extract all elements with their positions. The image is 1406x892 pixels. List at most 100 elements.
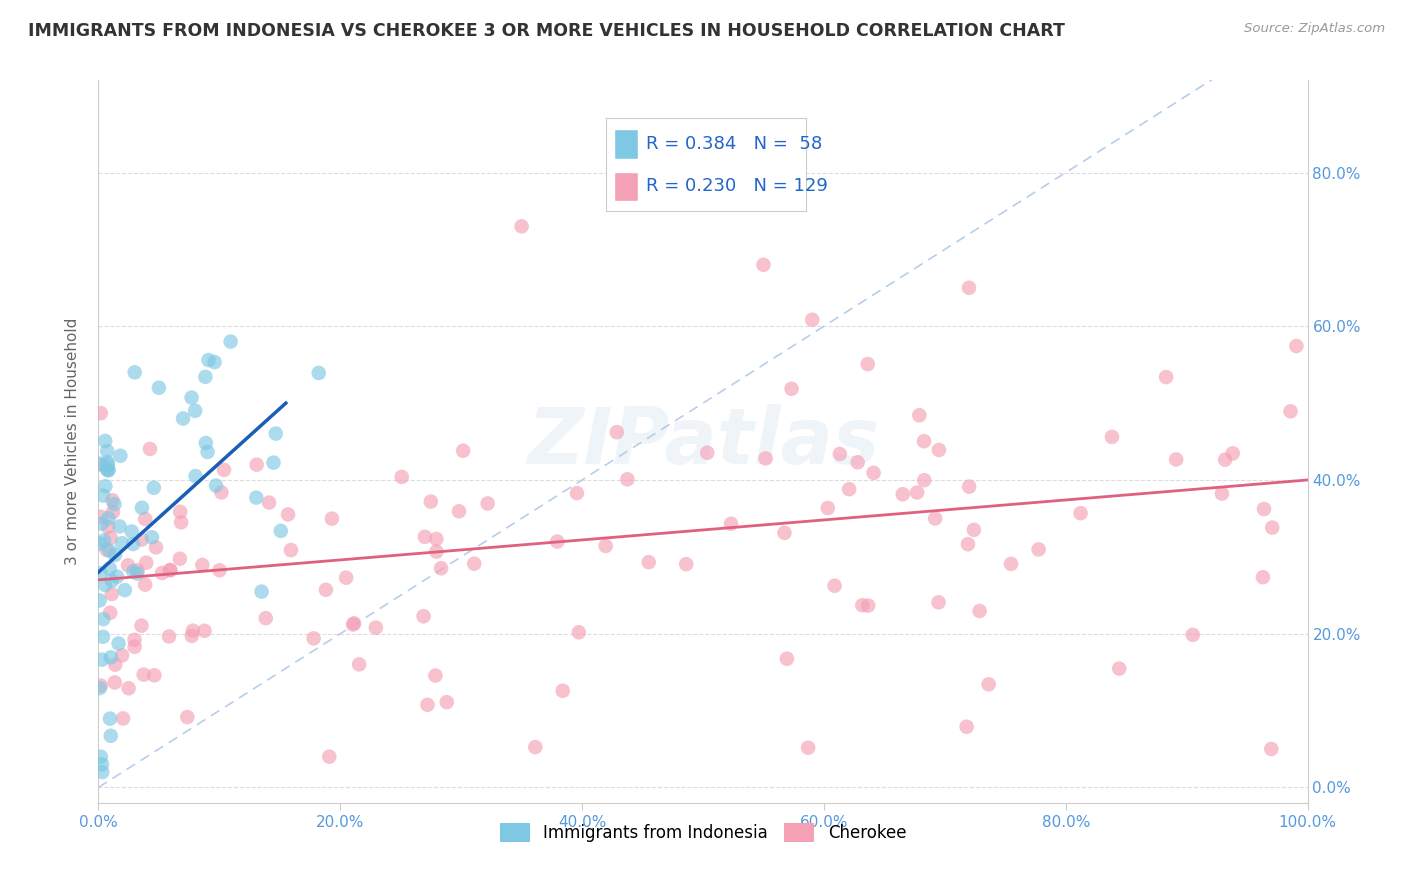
Point [1253, 502, 1275, 516]
Point [93, 612, 115, 626]
Point [97, 463, 120, 477]
Point [141, 530, 163, 544]
Point [447, 504, 470, 518]
Point [131, 533, 153, 547]
Point [89, 566, 111, 581]
Point [134, 512, 156, 526]
Point [321, 511, 343, 525]
Point [135, 556, 157, 570]
Point [254, 611, 277, 625]
Point [131, 500, 153, 515]
Point [212, 463, 235, 477]
Point [90, 749, 112, 764]
Point [246, 458, 269, 472]
Point [755, 451, 778, 466]
Point [752, 258, 775, 272]
Point [1181, 628, 1204, 642]
Point [797, 740, 820, 755]
Point [104, 675, 127, 690]
Point [100, 574, 122, 588]
Point [856, 599, 879, 613]
Point [98, 561, 121, 575]
Point [100, 650, 122, 665]
Point [851, 599, 873, 613]
Point [318, 749, 340, 764]
Point [89, 536, 111, 550]
Point [817, 500, 839, 515]
Point [1285, 339, 1308, 353]
Point [801, 312, 824, 326]
Point [436, 695, 458, 709]
Point [977, 677, 1000, 691]
Point [419, 494, 441, 508]
Point [96, 444, 118, 458]
Point [176, 710, 198, 724]
Text: R = 0.384   N =  58: R = 0.384 N = 58 [647, 135, 823, 153]
Point [124, 640, 146, 654]
Point [928, 595, 950, 609]
Point [197, 353, 219, 368]
Point [91, 630, 114, 644]
Point [780, 382, 803, 396]
Point [101, 493, 124, 508]
Point [308, 366, 330, 380]
Point [124, 365, 146, 379]
Point [91, 765, 114, 780]
Point [97, 462, 120, 476]
Point [94, 578, 117, 592]
Point [209, 485, 232, 500]
Point [112, 711, 135, 725]
Point [956, 537, 979, 551]
Point [108, 519, 131, 533]
Point [90, 679, 112, 693]
Point [477, 496, 499, 510]
Point [93, 533, 115, 548]
Point [908, 409, 931, 423]
Point [194, 369, 217, 384]
Point [912, 434, 935, 449]
Point [131, 618, 153, 632]
Point [412, 609, 434, 624]
Point [101, 587, 124, 601]
Point [720, 516, 742, 531]
Point [451, 443, 474, 458]
Point [413, 530, 436, 544]
Point [89, 593, 111, 607]
Point [1166, 452, 1188, 467]
Point [96, 543, 118, 558]
Text: ZIPatlas: ZIPatlas [527, 403, 879, 480]
Point [568, 625, 591, 640]
Point [97, 511, 120, 525]
Point [193, 624, 215, 638]
Point [263, 456, 285, 470]
Point [96, 462, 118, 476]
Text: IMMIGRANTS FROM INDONESIA VS CHEROKEE 3 OR MORE VEHICLES IN HOUSEHOLD CORRELATIO: IMMIGRANTS FROM INDONESIA VS CHEROKEE 3 … [28, 22, 1064, 40]
Point [184, 469, 207, 483]
Point [184, 404, 207, 418]
Point [342, 617, 364, 632]
Point [905, 485, 928, 500]
Text: R = 0.230   N = 129: R = 0.230 N = 129 [647, 178, 828, 195]
Point [315, 582, 337, 597]
Point [107, 636, 129, 650]
Point [957, 480, 980, 494]
Point [143, 668, 166, 682]
Point [616, 472, 638, 486]
Point [172, 411, 194, 425]
Point [425, 532, 447, 546]
Point [1211, 486, 1233, 500]
Point [637, 555, 659, 569]
Point [121, 524, 143, 539]
Point [1070, 506, 1092, 520]
Point [169, 551, 191, 566]
Point [912, 473, 935, 487]
Point [142, 481, 165, 495]
Point [104, 548, 127, 562]
Point [90, 509, 112, 524]
Point [524, 740, 547, 755]
Point [280, 543, 302, 558]
Point [181, 624, 204, 638]
Point [134, 577, 156, 591]
Point [856, 357, 879, 371]
Point [117, 558, 139, 573]
